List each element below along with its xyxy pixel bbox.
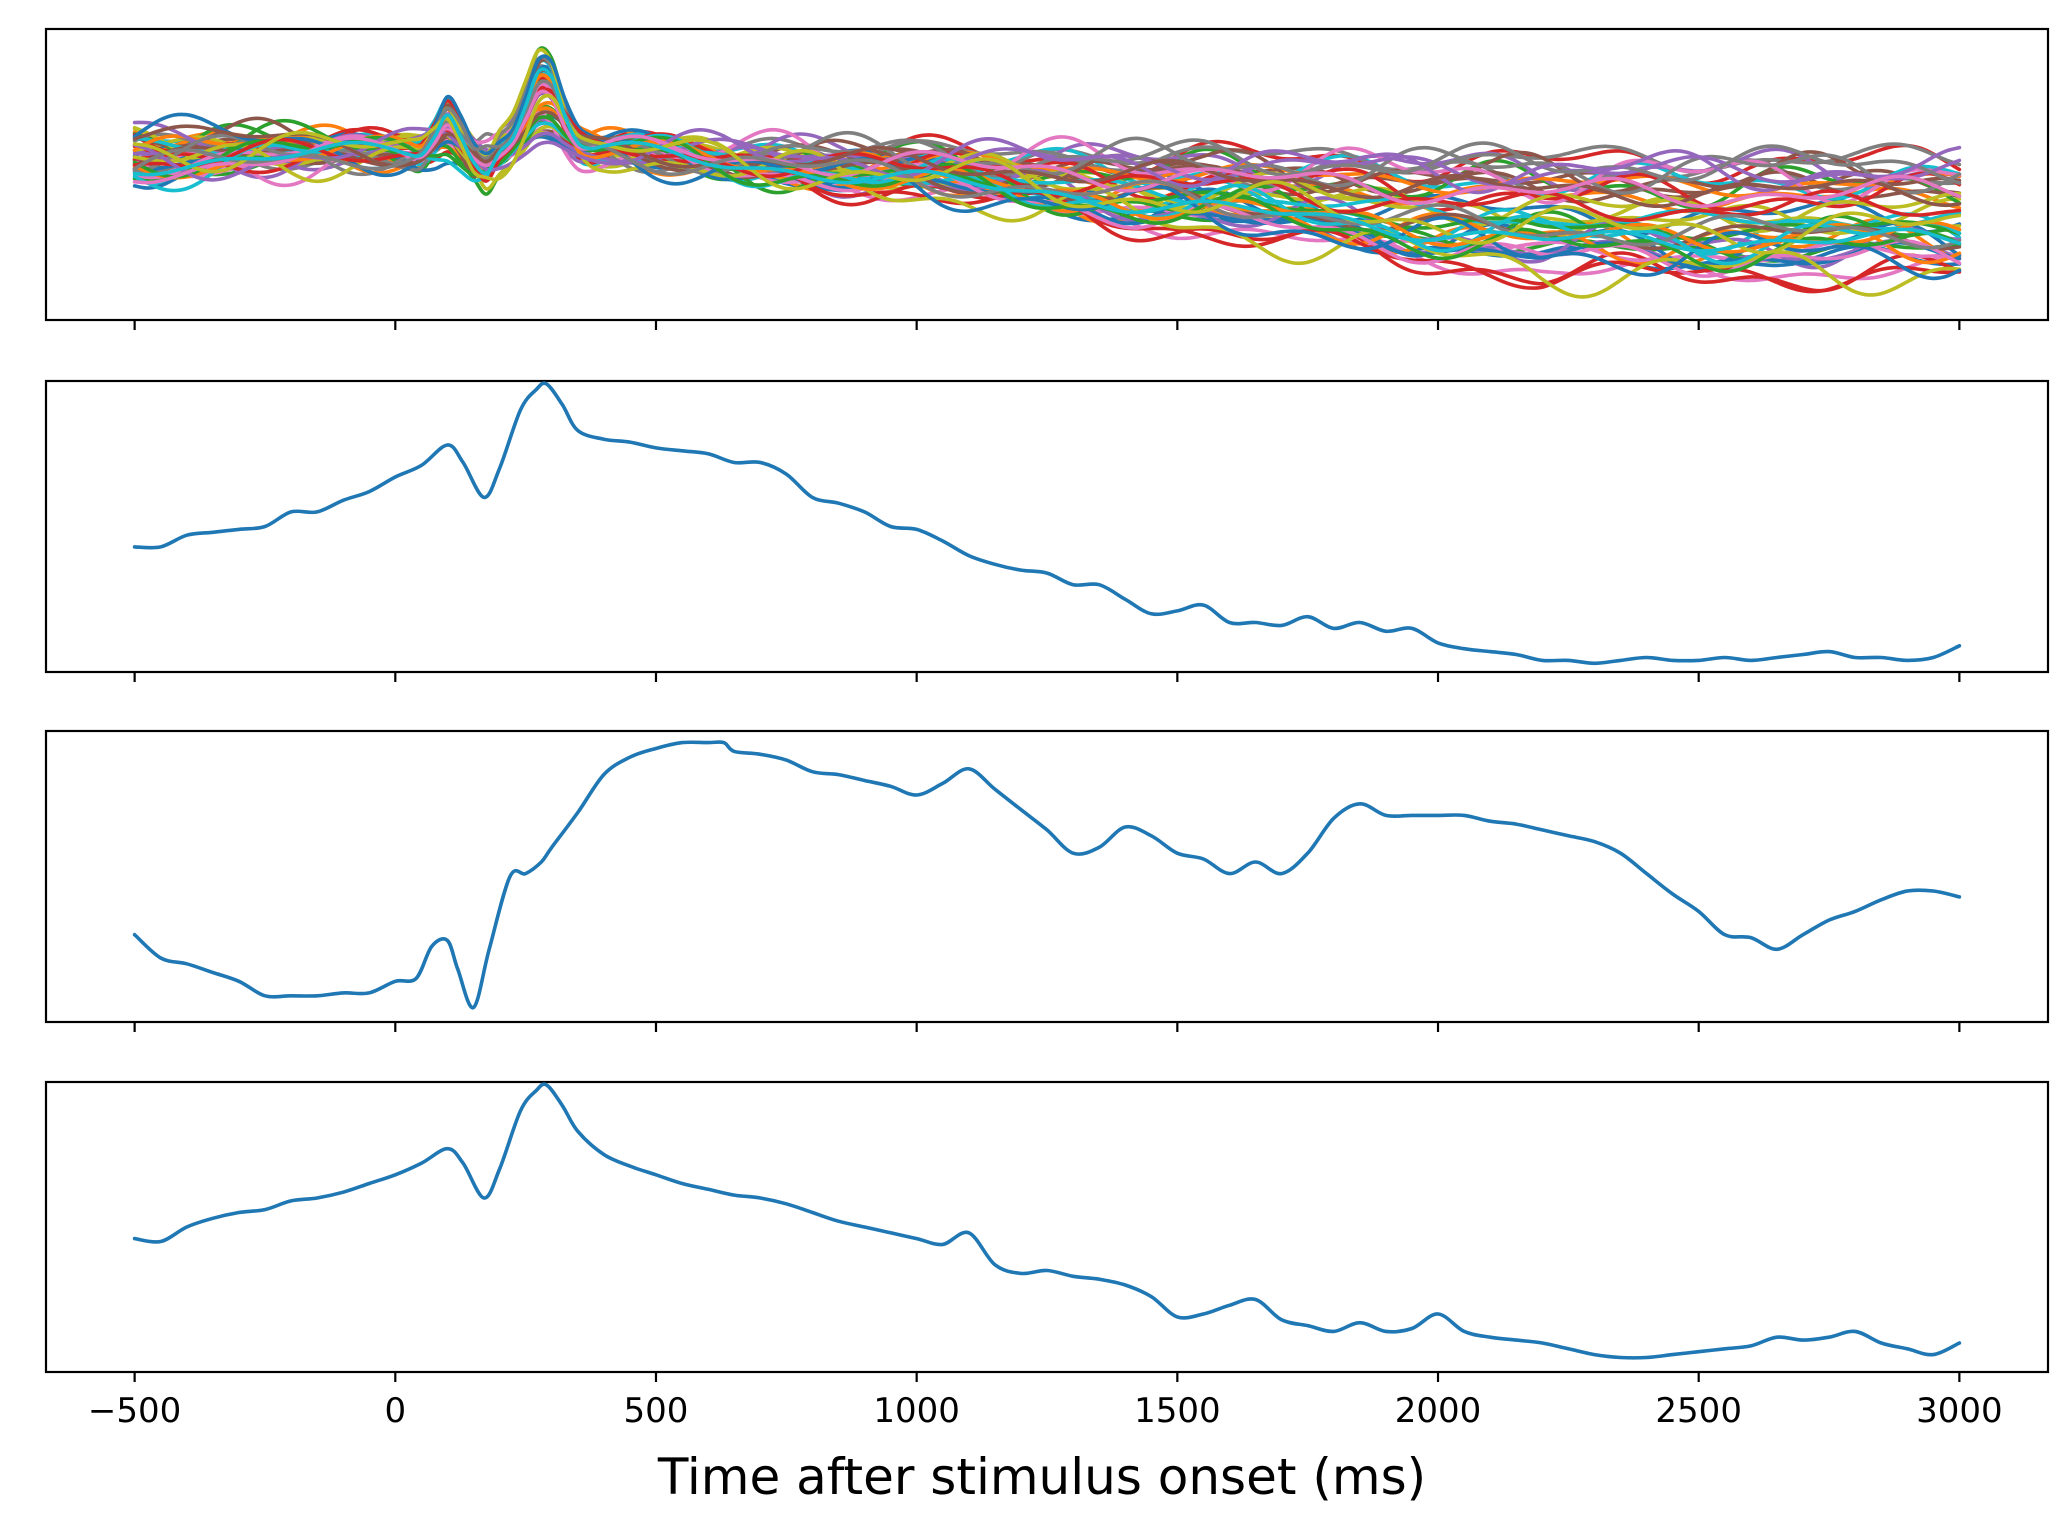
axes-frame (44, 379, 2050, 674)
component-trace (132, 381, 1962, 666)
x-tick-label: 2500 (1655, 1391, 1742, 1431)
x-tick-label: 2000 (1395, 1391, 1482, 1431)
channel-trace (132, 67, 1962, 253)
panel-component-1 (44, 379, 2050, 682)
panel-all-channels (44, 27, 2050, 330)
channel-trace (132, 110, 1962, 209)
x-tick-label: 1500 (1134, 1391, 1221, 1431)
component-trace (132, 740, 1962, 1010)
x-axis-label: Time after stimulus onset (ms) (657, 1448, 1426, 1506)
channel-trace (132, 89, 1962, 209)
x-tick-label: 3000 (1916, 1391, 2003, 1431)
x-tick-label: −500 (88, 1391, 181, 1431)
axes-frame (44, 27, 2050, 322)
channel-trace (132, 54, 1962, 281)
axes-frame (44, 729, 2050, 1024)
x-tick-label: 500 (624, 1391, 689, 1431)
component-trace (132, 1082, 1962, 1360)
x-tick-labels: −500 0 500 1000 1500 2000 2500 3000 (88, 1391, 2003, 1431)
channel-trace (132, 93, 1962, 255)
panel-component-3 (44, 1080, 2050, 1382)
x-tick-label: 0 (384, 1391, 406, 1431)
axes-frame (44, 1080, 2050, 1374)
x-tick-label: 1000 (873, 1391, 960, 1431)
panel-component-2 (44, 729, 2050, 1032)
channel-trace (132, 121, 1962, 266)
